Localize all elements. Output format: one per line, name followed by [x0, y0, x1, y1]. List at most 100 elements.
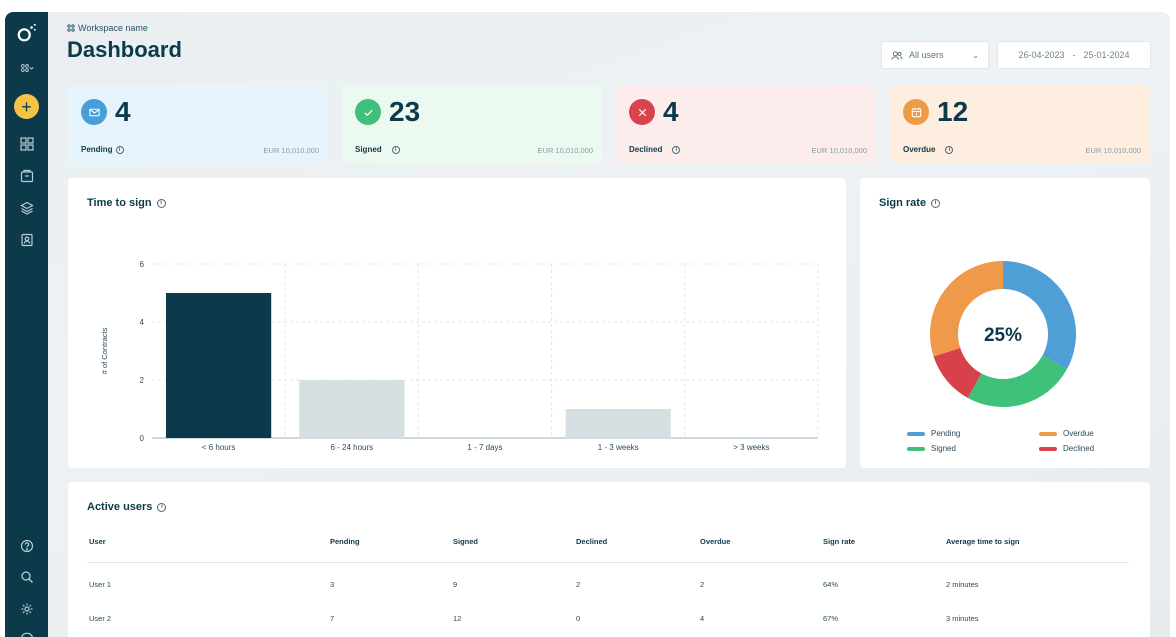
- contacts-icon[interactable]: [5, 229, 48, 251]
- stat-count: 4: [115, 96, 131, 127]
- table-cell: 3: [330, 580, 335, 589]
- legend-item: Pending: [907, 429, 960, 438]
- table-cell: 7: [330, 614, 335, 623]
- stat-label-text: Declined: [629, 145, 663, 154]
- panel-title: Time to sign i: [87, 197, 166, 209]
- bar[interactable]: [565, 409, 671, 438]
- column-header[interactable]: Overdue: [700, 537, 731, 546]
- settings-gear-icon[interactable]: [5, 598, 48, 620]
- legend-label: Overdue: [1063, 429, 1094, 438]
- create-button[interactable]: +: [14, 94, 39, 119]
- stat-card-pending[interactable]: 4 Pending i EUR 10,010,000: [68, 85, 328, 163]
- dashboard-grid-icon[interactable]: [5, 133, 48, 155]
- info-icon[interactable]: i: [157, 502, 167, 512]
- info-icon[interactable]: i: [115, 145, 124, 154]
- table-cell: 2: [576, 580, 581, 589]
- info-icon[interactable]: i: [945, 145, 954, 154]
- x-tick-label: 1 - 7 days: [467, 443, 502, 452]
- bar[interactable]: [165, 293, 272, 438]
- column-header[interactable]: Signed: [453, 537, 479, 546]
- table-cell: 0: [576, 614, 581, 623]
- table-header-row: User Pending Signed Declined Overdue Sig…: [87, 537, 1129, 563]
- column-header[interactable]: Sign rate: [823, 537, 856, 546]
- stat-card-declined[interactable]: 4 Declined i EUR 10,010,000: [616, 85, 876, 163]
- table-cell: User 1: [89, 580, 112, 589]
- table-cell: 2 minutes: [946, 580, 979, 589]
- date-range-picker[interactable]: 26-04-2023 - 25-01-2024: [997, 41, 1151, 69]
- folder-icon[interactable]: [5, 165, 48, 187]
- stat-amount: EUR 10,010,000: [263, 146, 319, 155]
- stat-count: 12: [937, 96, 969, 127]
- stat-label: Pending i: [81, 145, 124, 154]
- logo-icon[interactable]: [5, 20, 48, 46]
- stat-amount: EUR 10,010,000: [537, 146, 593, 155]
- y-tick-label: 4: [140, 318, 145, 327]
- info-icon[interactable]: i: [931, 198, 941, 208]
- panel-title: Active users i: [87, 501, 167, 513]
- info-icon[interactable]: i: [156, 198, 166, 208]
- layers-icon[interactable]: [5, 197, 48, 219]
- y-tick-label: 2: [140, 376, 145, 385]
- workspace-switcher-icon[interactable]: [5, 57, 48, 79]
- search-icon[interactable]: [5, 566, 48, 588]
- workspace-icon: [67, 24, 75, 32]
- pie-slice[interactable]: [933, 347, 982, 398]
- info-icon[interactable]: i: [391, 145, 400, 154]
- stat-amount: EUR 10,010,000: [1085, 146, 1141, 155]
- stat-card-signed[interactable]: 23 Signed i EUR 10,010,000: [342, 85, 602, 163]
- x-tick-label: > 3 weeks: [733, 443, 769, 452]
- x-tick-label: 6 - 24 hours: [330, 443, 373, 452]
- stat-label: Declined i: [629, 145, 681, 154]
- stat-label: Signed i: [355, 145, 400, 154]
- table-cell: 9: [453, 580, 458, 589]
- table-cell: 64%: [823, 580, 839, 589]
- pie-slice[interactable]: [930, 261, 1003, 357]
- date-to: 25-01-2024: [1083, 50, 1130, 60]
- page-title: Dashboard: [67, 37, 182, 62]
- users-filter-select[interactable]: All users ⌄: [881, 41, 989, 69]
- pie-slice[interactable]: [1003, 261, 1076, 370]
- users-icon: [891, 50, 903, 60]
- sign-rate-donut-chart: 25%: [930, 261, 1076, 407]
- column-header[interactable]: User: [89, 537, 106, 546]
- legend-item: Declined: [1039, 444, 1094, 453]
- column-header[interactable]: Average time to sign: [946, 537, 1020, 546]
- stat-count: 4: [663, 96, 679, 127]
- table-cell: 4: [700, 614, 705, 623]
- panel-title: Sign rate i: [879, 197, 941, 209]
- table-cell: 2: [700, 580, 705, 589]
- table-row[interactable]: User 2 7 12 0 4 67% 3 minutes: [87, 597, 1129, 631]
- calendar-icon: [903, 99, 929, 125]
- sign-rate-panel: Sign rate i 25% Pending Overdue Signed D…: [860, 178, 1150, 468]
- active-users-table: User Pending Signed Declined Overdue Sig…: [87, 537, 1129, 631]
- time-to-sign-panel: Time to sign i 0 2 4 6 < 6 hours 6 - 24 hours…: [68, 178, 846, 468]
- x-tick-label: < 6 hours: [202, 443, 236, 452]
- column-header[interactable]: Declined: [576, 537, 608, 546]
- bar[interactable]: [299, 380, 405, 438]
- table-row[interactable]: User 1 3 9 2 2 64% 2 minutes: [87, 563, 1129, 597]
- pie-slice[interactable]: [967, 355, 1067, 407]
- help-icon[interactable]: [5, 535, 48, 557]
- sign-rate-title: Sign rate: [879, 197, 927, 209]
- app-frame: + Workspace name Dashboard: [5, 12, 1170, 637]
- legend-label: Pending: [931, 429, 961, 438]
- y-tick-label: 6: [140, 260, 145, 269]
- check-icon: [355, 99, 381, 125]
- workspace-name-text: Workspace name: [78, 23, 148, 33]
- stat-label-text: Overdue: [903, 145, 936, 154]
- y-axis-label: # of Contracts: [100, 327, 109, 374]
- mail-icon: [81, 99, 107, 125]
- stat-amount: EUR 10,010,000: [811, 146, 867, 155]
- stat-card-overdue[interactable]: 12 Overdue i EUR 10,010,000: [890, 85, 1150, 163]
- info-icon[interactable]: i: [672, 145, 681, 154]
- column-header[interactable]: Pending: [330, 537, 360, 546]
- users-filter-value: All users: [909, 50, 944, 60]
- legend-label: Signed: [931, 444, 956, 453]
- table-cell: 67%: [823, 614, 839, 623]
- user-avatar-icon[interactable]: [5, 628, 48, 637]
- stat-label-text: Pending: [81, 145, 113, 154]
- legend-label: Declined: [1063, 444, 1095, 453]
- active-users-panel: Active users i User Pending Signed Decli…: [68, 482, 1150, 637]
- x-tick-label: 1 - 3 weeks: [598, 443, 639, 452]
- legend-swatch: [907, 446, 925, 451]
